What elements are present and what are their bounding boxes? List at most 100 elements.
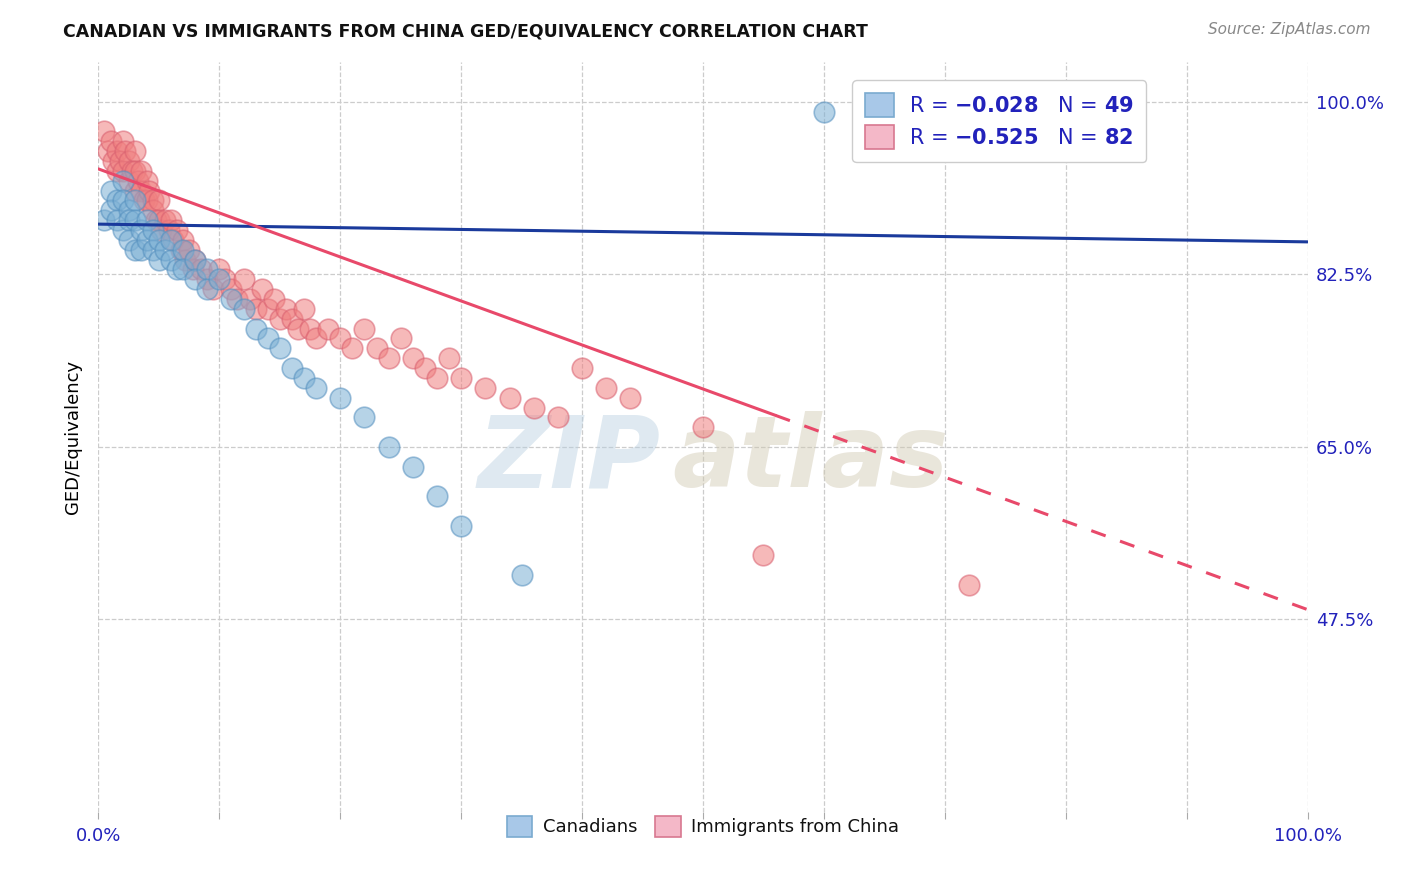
Text: Source: ZipAtlas.com: Source: ZipAtlas.com: [1208, 22, 1371, 37]
Point: [138, 184, 160, 198]
Point: [813, 104, 835, 119]
Point: [377, 351, 399, 366]
Point: [316, 321, 339, 335]
Point: [124, 213, 146, 227]
Point: [181, 262, 204, 277]
Legend: Canadians, Immigrants from China: Canadians, Immigrants from China: [499, 809, 907, 844]
Point: [232, 301, 254, 316]
Point: [498, 391, 520, 405]
Point: [571, 361, 593, 376]
Point: [160, 233, 183, 247]
Point: [221, 292, 243, 306]
Point: [450, 371, 472, 385]
Point: [179, 243, 201, 257]
Point: [190, 262, 212, 277]
Point: [184, 252, 207, 267]
Point: [105, 213, 128, 227]
Point: [160, 213, 183, 227]
Point: [93, 124, 115, 138]
Point: [111, 134, 134, 148]
Point: [172, 262, 194, 277]
Point: [148, 252, 170, 267]
Point: [342, 342, 364, 356]
Point: [105, 164, 128, 178]
Point: [250, 282, 273, 296]
Point: [402, 351, 425, 366]
Point: [547, 410, 569, 425]
Point: [329, 391, 352, 405]
Point: [135, 213, 157, 227]
Point: [129, 164, 152, 178]
Point: [195, 282, 218, 296]
Point: [299, 321, 322, 335]
Point: [281, 311, 304, 326]
Point: [166, 223, 188, 237]
Point: [281, 361, 304, 376]
Point: [184, 272, 207, 286]
Point: [195, 262, 218, 277]
Point: [118, 203, 141, 218]
Point: [172, 233, 194, 247]
Point: [263, 292, 285, 306]
Point: [256, 301, 278, 316]
Point: [153, 213, 176, 227]
Point: [202, 282, 225, 296]
Point: [100, 203, 122, 218]
Text: CANADIAN VS IMMIGRANTS FROM CHINA GED/EQUIVALENCY CORRELATION CHART: CANADIAN VS IMMIGRANTS FROM CHINA GED/EQ…: [63, 22, 868, 40]
Point: [292, 371, 315, 385]
Point: [353, 410, 375, 425]
Point: [292, 301, 315, 316]
Point: [195, 272, 218, 286]
Point: [305, 331, 328, 345]
Point: [692, 420, 714, 434]
Point: [100, 134, 122, 148]
Point: [256, 331, 278, 345]
Point: [105, 194, 128, 208]
Point: [134, 194, 156, 208]
Point: [148, 194, 170, 208]
Point: [169, 243, 191, 257]
Point: [450, 518, 472, 533]
Point: [114, 144, 136, 158]
Point: [184, 252, 207, 267]
Point: [426, 489, 449, 503]
Point: [245, 321, 267, 335]
Point: [437, 351, 460, 366]
Point: [105, 144, 128, 158]
Point: [245, 301, 267, 316]
Point: [100, 184, 122, 198]
Point: [239, 292, 262, 306]
Point: [129, 223, 152, 237]
Point: [118, 213, 141, 227]
Point: [595, 381, 617, 395]
Point: [118, 174, 141, 188]
Point: [402, 459, 425, 474]
Point: [124, 194, 146, 208]
Point: [174, 252, 197, 267]
Point: [162, 233, 184, 247]
Point: [142, 194, 165, 208]
Point: [208, 272, 231, 286]
Point: [157, 223, 180, 237]
Point: [305, 381, 328, 395]
Point: [353, 321, 375, 335]
Point: [269, 342, 291, 356]
Point: [111, 174, 134, 188]
Point: [111, 223, 134, 237]
Point: [752, 549, 775, 563]
Point: [108, 154, 131, 169]
Point: [135, 194, 157, 208]
Point: [329, 331, 352, 345]
Point: [111, 194, 134, 208]
Point: [226, 292, 249, 306]
Point: [150, 223, 173, 237]
Point: [129, 184, 152, 198]
Point: [221, 282, 243, 296]
Text: atlas: atlas: [672, 411, 949, 508]
Point: [142, 223, 165, 237]
Point: [377, 440, 399, 454]
Point: [135, 174, 157, 188]
Point: [619, 391, 641, 405]
Point: [413, 361, 436, 376]
Point: [118, 154, 141, 169]
